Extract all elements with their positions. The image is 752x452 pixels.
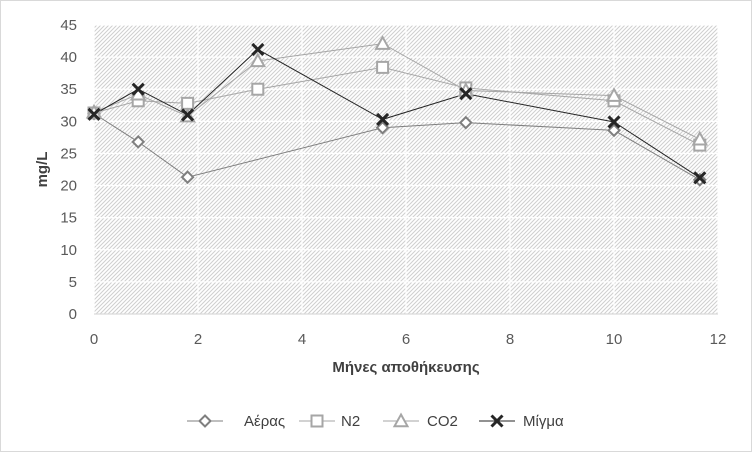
y-tick-label: 0 [69,306,77,323]
y-tick-label: 20 [60,178,77,195]
legend-item-3: CO2 [383,412,458,430]
data-point-series-4 [87,107,101,121]
legend-item-2: N2 [299,413,360,430]
data-point-series-1 [375,120,390,135]
data-point-series-3 [691,130,708,146]
y-tick-label: 30 [60,113,77,130]
legend-label: N2 [341,413,360,430]
x-tick-label: 0 [90,331,98,348]
data-point-series-4 [131,82,145,96]
series-line-4 [93,48,701,179]
legend-label: Μίγμα [523,413,564,430]
legend-marker [392,412,410,428]
series-line-2 [93,66,701,146]
data-point-series-4 [251,42,265,56]
x-tick-label: 2 [194,331,202,348]
data-point-series-1 [607,123,621,138]
x-tick-label: 4 [298,331,306,348]
legend: Αέρας N2 CO2 Μίγμα [187,412,564,430]
y-tick-label: 40 [60,49,77,66]
y-tick-labels: 0 5 10 15 20 25 30 35 40 45 [60,17,77,323]
y-tick-label: 25 [60,145,77,162]
legend-marker [310,414,324,428]
gridlines [93,24,719,315]
data-point-series-1 [458,115,473,130]
data-point-series-2 [376,60,390,74]
data-point-series-4 [459,87,473,101]
legend-label: Αέρας [244,413,285,430]
legend-item-4: Μίγμα [479,413,564,430]
data-point-series-4 [376,112,390,126]
data-point-series-3 [605,87,623,102]
data-point-series-1 [180,170,195,185]
y-tick-label: 5 [69,274,77,291]
data-point-series-4 [607,115,621,129]
data-point-series-2 [251,82,265,96]
x-tick-label: 10 [606,331,623,348]
y-tick-label: 35 [60,81,77,98]
x-tick-label: 12 [710,331,727,348]
series-markers [85,35,708,187]
data-point-series-4 [693,171,707,185]
y-tick-label: 45 [60,17,77,34]
series-line-3 [93,43,701,140]
x-tick-labels: 0 2 4 6 8 10 12 [90,331,727,348]
data-point-series-3 [374,35,391,50]
legend-marker [490,414,504,428]
x-tick-label: 8 [506,331,514,348]
data-point-series-2 [181,96,195,110]
data-point-series-4 [181,108,195,122]
data-point-series-3 [249,52,266,68]
x-tick-label: 6 [402,331,410,348]
y-tick-label: 15 [60,210,77,227]
y-axis-title: mg/L [34,152,51,188]
legend-item-1: Αέρας [187,413,285,430]
legend-marker [198,414,212,428]
legend-label: CO2 [427,413,458,430]
data-point-series-1 [131,134,146,149]
y-tick-label: 10 [60,242,77,259]
x-axis-title: Μήνες αποθήκευσης [332,359,479,376]
